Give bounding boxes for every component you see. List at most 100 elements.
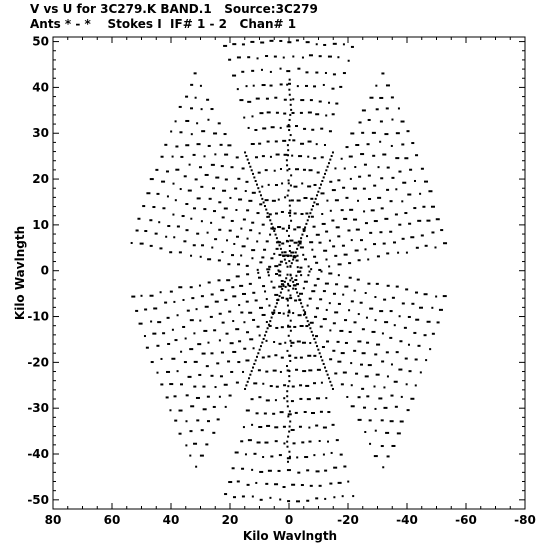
uv-point [196, 143, 201, 146]
uv-point [316, 368, 321, 371]
uv-point [347, 229, 351, 232]
uv-point [186, 309, 190, 312]
uv-point [174, 339, 178, 342]
uv-point [415, 318, 420, 321]
uv-point [187, 375, 192, 378]
uv-point [289, 294, 292, 297]
uv-point [217, 259, 221, 262]
uv-point [322, 362, 325, 365]
uv-point [286, 369, 290, 372]
uv-point [323, 143, 326, 146]
uv-point [262, 127, 267, 130]
uv-point [206, 395, 210, 398]
uv-point [269, 39, 274, 42]
uv-point [274, 96, 278, 99]
uv-point [158, 221, 161, 224]
uv-point [195, 308, 198, 311]
uv-point [201, 130, 206, 133]
uv-point [291, 385, 295, 388]
uv-point [355, 228, 360, 231]
uv-point [302, 230, 305, 233]
uv-point [413, 179, 416, 182]
uv-point [290, 108, 293, 111]
uv-point [269, 233, 272, 236]
uv-point [329, 209, 332, 212]
uv-point [144, 308, 148, 311]
uv-point [257, 352, 260, 355]
uv-point [303, 258, 307, 261]
uv-point [246, 158, 249, 161]
uv-point [435, 295, 438, 298]
uv-point [171, 155, 174, 158]
uv-point [231, 467, 235, 470]
uv-point [291, 111, 295, 114]
uv-point [310, 197, 314, 200]
uv-point [261, 356, 265, 359]
uv-point [286, 405, 289, 408]
uv-point [310, 330, 313, 333]
uv-point [376, 255, 380, 258]
uv-point [315, 113, 320, 116]
uv-point [296, 291, 299, 294]
uv-point [364, 292, 367, 295]
uv-point [279, 83, 283, 86]
uv-point [248, 199, 253, 202]
uv-point [339, 453, 343, 456]
uv-point [273, 309, 276, 312]
uv-point [235, 381, 239, 384]
uv-point [337, 481, 342, 484]
uv-point [343, 217, 348, 220]
uv-point [307, 140, 312, 143]
x-tick-label: 40 [163, 513, 180, 527]
uv-point [207, 118, 210, 121]
uv-point [308, 215, 311, 218]
uv-point [299, 325, 304, 328]
uv-point [246, 331, 250, 334]
uv-point [288, 227, 291, 230]
uv-point [232, 350, 237, 353]
uv-point [424, 180, 429, 183]
uv-point [265, 370, 269, 373]
uv-point [431, 306, 434, 309]
uv-point [165, 396, 169, 399]
uv-point [235, 328, 240, 331]
uv-point [269, 385, 273, 388]
uv-point [270, 222, 273, 225]
uv-point [321, 359, 324, 362]
uv-point [288, 199, 291, 202]
uv-point [244, 151, 247, 154]
uv-point [392, 241, 396, 244]
uv-point [281, 296, 285, 299]
uv-point [315, 203, 319, 206]
uv-point [337, 302, 341, 305]
uv-point [395, 351, 399, 354]
uv-point [308, 426, 311, 429]
uv-point [267, 355, 271, 358]
uv-point [386, 188, 390, 191]
uv-point [232, 320, 235, 323]
uv-point [384, 133, 389, 136]
uv-point [193, 332, 196, 335]
uv-point [316, 397, 321, 400]
uv-point [423, 334, 427, 337]
y-tick-label: 20 [32, 172, 49, 186]
uv-point [178, 432, 182, 435]
uv-point [176, 314, 179, 317]
uv-point [315, 307, 319, 310]
uv-point [266, 327, 269, 330]
uv-point [255, 97, 260, 100]
uv-point [342, 293, 345, 296]
uv-point [340, 209, 344, 212]
uv-point [240, 227, 243, 230]
uv-point [324, 497, 327, 500]
plot-title-line1: V vs U for 3C279.K BAND.1 Source:3C279 [30, 2, 318, 16]
uv-point [251, 423, 254, 426]
uv-point [259, 470, 264, 473]
uv-point [389, 420, 394, 423]
uv-point [307, 155, 310, 158]
uv-point [170, 130, 173, 133]
uv-point [235, 235, 239, 238]
uv-point [323, 249, 328, 252]
uv-point [285, 229, 288, 232]
uv-point [287, 189, 290, 192]
